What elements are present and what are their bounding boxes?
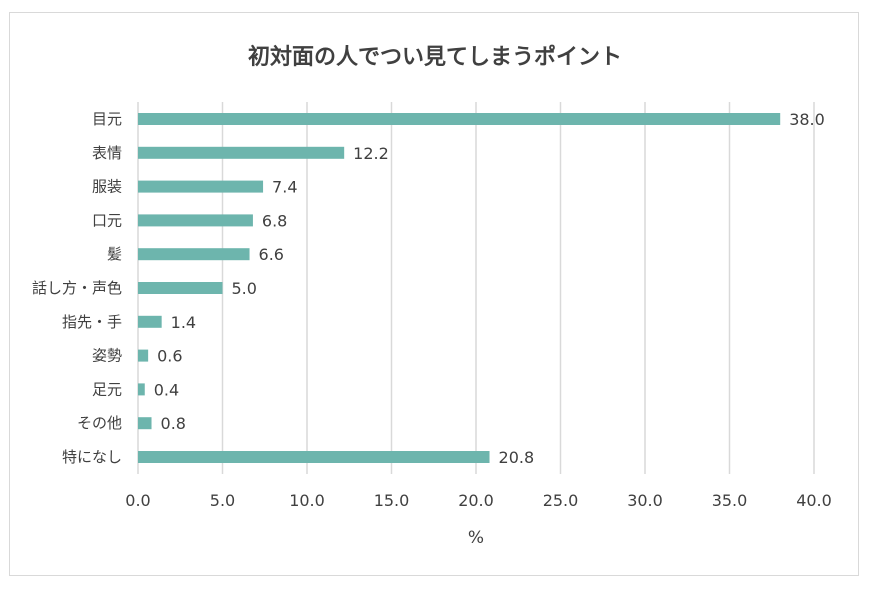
x-tick-label: 40.0 bbox=[796, 491, 832, 510]
value-label: 0.8 bbox=[161, 414, 186, 433]
x-tick-label: 10.0 bbox=[289, 491, 325, 510]
x-tick-label: 25.0 bbox=[543, 491, 579, 510]
x-tick-label: 20.0 bbox=[458, 491, 494, 510]
bar bbox=[138, 282, 223, 294]
value-label: 6.8 bbox=[262, 211, 287, 230]
x-axis-label: % bbox=[468, 528, 484, 548]
bar bbox=[138, 180, 264, 193]
x-tick-label: 0.0 bbox=[125, 491, 150, 510]
category-label: 特になし bbox=[62, 448, 122, 466]
category-label: 指先・手 bbox=[62, 313, 122, 331]
bar bbox=[138, 146, 345, 159]
bar bbox=[138, 248, 250, 261]
gridlines bbox=[137, 102, 815, 474]
bar bbox=[138, 113, 781, 125]
value-label: 12.2 bbox=[353, 144, 389, 163]
value-label: 6.6 bbox=[259, 245, 284, 264]
bar bbox=[138, 383, 145, 396]
category-label: その他 bbox=[77, 414, 122, 432]
value-label: 0.6 bbox=[157, 347, 182, 366]
value-label: 0.4 bbox=[154, 380, 179, 399]
category-label: 口元 bbox=[92, 211, 122, 229]
value-label: 7.4 bbox=[272, 178, 297, 197]
bars bbox=[138, 113, 781, 463]
x-tick-label: 15.0 bbox=[374, 491, 410, 510]
value-label: 1.4 bbox=[171, 313, 196, 332]
category-label: 姿勢 bbox=[92, 347, 122, 365]
value-label: 5.0 bbox=[232, 279, 257, 298]
bar bbox=[138, 349, 149, 362]
bar bbox=[138, 214, 253, 227]
bar bbox=[138, 417, 152, 430]
category-label: 足元 bbox=[92, 380, 122, 398]
category-label: 目元 bbox=[92, 110, 122, 128]
bar bbox=[138, 315, 162, 328]
value-label: 38.0 bbox=[789, 110, 825, 129]
x-tick-label: 30.0 bbox=[627, 491, 663, 510]
chart-title: 初対面の人でつい見てしまうポイント bbox=[248, 44, 622, 70]
category-label: 話し方・声色 bbox=[32, 279, 122, 297]
x-tick-label: 5.0 bbox=[210, 491, 235, 510]
category-label: 服装 bbox=[92, 178, 122, 196]
bar bbox=[138, 451, 490, 463]
category-label: 表情 bbox=[92, 144, 122, 162]
value-labels: 38.0 12.2 7.4 6.8 6.65.0 1.4 0.6 0.4 0.8 20.8 bbox=[154, 110, 825, 467]
x-tick-label: 35.0 bbox=[712, 491, 748, 510]
value-label: 20.8 bbox=[499, 448, 535, 467]
category-label: 髪 bbox=[107, 245, 122, 263]
x-tick-labels: 0.0 5.0 10.0 15.0 20.0 25.0 30.0 35.0 40.0 bbox=[125, 491, 832, 510]
